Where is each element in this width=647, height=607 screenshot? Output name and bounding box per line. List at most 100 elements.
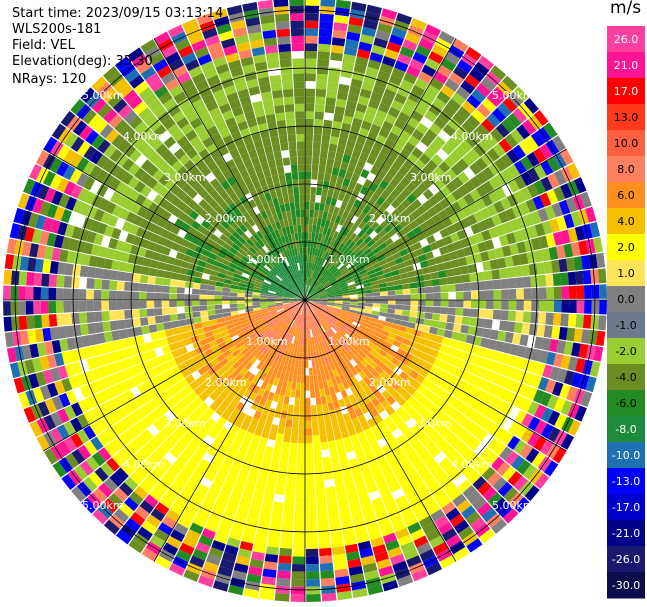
velocity-gate <box>335 575 350 586</box>
velocity-gate <box>314 311 321 318</box>
velocity-gate <box>272 393 280 403</box>
velocity-gate <box>225 52 240 64</box>
velocity-gate <box>303 307 305 316</box>
velocity-gate <box>293 289 300 295</box>
velocity-gate <box>131 135 145 149</box>
velocity-gate <box>57 408 70 424</box>
velocity-gate <box>127 336 138 347</box>
velocity-gate <box>414 159 426 171</box>
velocity-gate <box>490 456 505 471</box>
velocity-gate <box>470 398 482 411</box>
velocity-gate <box>155 555 172 570</box>
velocity-gate <box>83 440 98 456</box>
velocity-gate <box>335 98 347 108</box>
velocity-gate <box>175 189 187 201</box>
velocity-gate <box>364 476 376 487</box>
velocity-gate <box>199 412 210 424</box>
velocity-gate <box>482 328 492 339</box>
velocity-gate <box>40 287 49 300</box>
velocity-gate <box>513 230 524 243</box>
velocity-gate <box>115 240 126 252</box>
velocity-gate <box>383 272 393 279</box>
velocity-gate <box>285 419 293 428</box>
velocity-gate <box>71 276 80 289</box>
velocity-gate <box>174 440 187 453</box>
velocity-gate <box>71 312 80 325</box>
velocity-gate <box>457 171 470 184</box>
velocity-gate <box>207 41 223 54</box>
velocity-gate <box>318 306 326 312</box>
velocity-gate <box>237 293 245 297</box>
velocity-gate <box>209 178 221 189</box>
velocity-gate <box>276 289 284 294</box>
velocity-gate <box>501 289 509 300</box>
velocity-gate <box>353 275 362 281</box>
azimuth-spoke <box>304 38 457 301</box>
colorbar-tick-label: -30.0 <box>612 579 640 592</box>
velocity-gate <box>317 525 330 534</box>
velocity-gate <box>128 149 142 163</box>
velocity-gate <box>321 403 329 412</box>
velocity-gate <box>424 128 438 142</box>
velocity-gate <box>320 218 327 227</box>
velocity-gate <box>334 303 343 306</box>
velocity-gate <box>146 514 162 528</box>
velocity-gate <box>526 151 540 167</box>
velocity-gate <box>73 465 88 481</box>
velocity-gate <box>86 92 102 109</box>
velocity-gate <box>258 514 271 524</box>
velocity-gate <box>178 346 188 356</box>
velocity-gate <box>183 569 200 582</box>
velocity-gate <box>351 580 367 591</box>
velocity-gate <box>261 499 274 509</box>
velocity-gate <box>293 405 300 414</box>
velocity-gate <box>88 333 99 346</box>
velocity-gate <box>528 263 538 276</box>
velocity-gate <box>267 121 278 131</box>
velocity-gate <box>511 455 525 471</box>
velocity-gate <box>268 306 276 310</box>
velocity-gate <box>344 146 354 157</box>
velocity-gate <box>412 364 423 374</box>
velocity-gate <box>291 171 299 180</box>
velocity-gate <box>134 180 146 194</box>
velocity-gate <box>237 88 250 99</box>
velocity-gate <box>199 440 211 452</box>
velocity-gate <box>277 212 284 222</box>
velocity-gate <box>563 243 574 258</box>
velocity-gate <box>266 52 279 62</box>
velocity-gate <box>250 156 261 167</box>
velocity-gate <box>100 462 115 477</box>
velocity-gate <box>301 375 305 384</box>
velocity-gate <box>268 288 277 293</box>
velocity-gate <box>300 337 304 346</box>
velocity-gate <box>376 196 386 206</box>
velocity-gate <box>265 243 272 252</box>
velocity-gate <box>464 74 480 89</box>
velocity-gate <box>217 366 227 376</box>
velocity-gate <box>277 379 284 388</box>
velocity-gate <box>266 477 277 487</box>
velocity-gate <box>342 301 351 305</box>
velocity-gate <box>553 169 567 186</box>
velocity-gate <box>128 95 143 110</box>
velocity-gate <box>171 31 188 45</box>
velocity-gate <box>394 118 407 130</box>
velocity-gate <box>440 84 456 98</box>
velocity-gate <box>314 272 319 280</box>
velocity-gate <box>17 360 28 377</box>
velocity-gate <box>405 32 421 45</box>
velocity-gate <box>305 13 319 21</box>
velocity-gate <box>108 300 117 311</box>
velocity-gate <box>246 342 255 351</box>
velocity-gate <box>426 502 441 516</box>
velocity-gate <box>580 390 593 408</box>
velocity-gate <box>239 334 249 342</box>
velocity-gate <box>203 325 212 333</box>
velocity-gate <box>357 266 366 273</box>
velocity-gate <box>403 259 413 267</box>
velocity-gate <box>374 365 384 375</box>
velocity-gate <box>101 290 109 300</box>
velocity-gate <box>114 371 126 383</box>
velocity-gate <box>391 27 407 39</box>
